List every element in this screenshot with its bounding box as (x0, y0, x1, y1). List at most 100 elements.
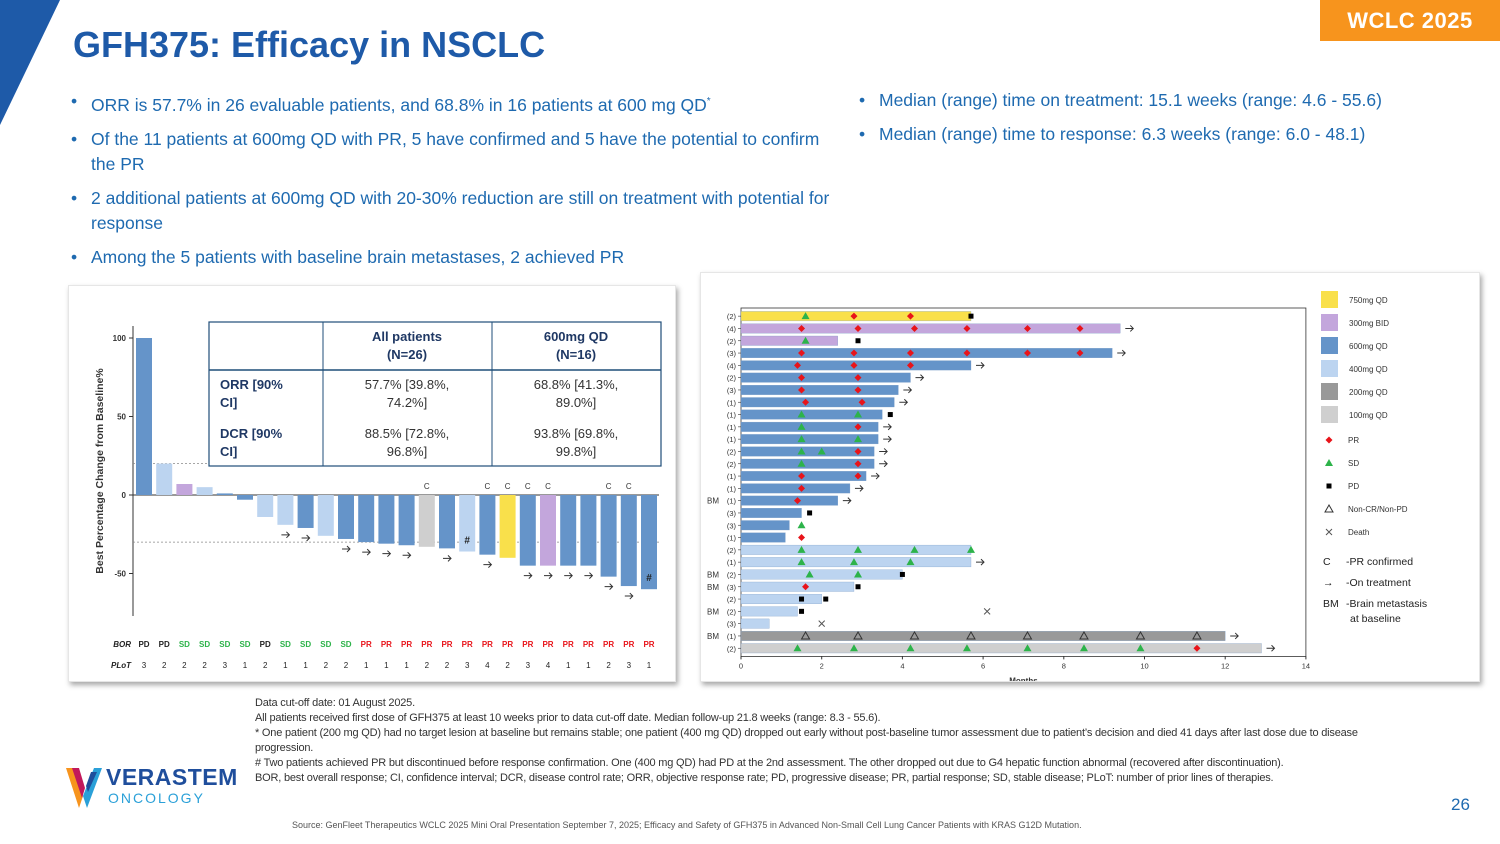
waterfall-bar (499, 495, 516, 558)
swimmer-bar (740, 606, 798, 617)
dose-legend-label: 600mg QD (1349, 342, 1388, 351)
lane-label: (3) (727, 349, 737, 358)
lane-label: (1) (727, 534, 737, 543)
note-text: -Brain metastasis (1346, 598, 1427, 610)
waterfall-bar (398, 495, 415, 546)
legend-marker (1325, 436, 1333, 444)
plot-label: 1 (384, 661, 389, 670)
non-cr-marker (800, 630, 811, 640)
plot-label: 1 (566, 661, 571, 670)
pr-marker (1193, 644, 1201, 652)
sd-marker (854, 410, 863, 418)
bor-label: SD (300, 640, 311, 649)
legend-marker (1325, 528, 1333, 536)
bor-label: PD (260, 640, 271, 649)
pr-marker (798, 349, 806, 357)
pr-marker (854, 374, 862, 382)
waterfall-panel: 100 50 0 -50 Best Percentage Change from Bas… (68, 285, 676, 682)
pd-marker (855, 584, 861, 590)
y-tick-label: 0 (122, 491, 127, 500)
waterfall-bar (620, 495, 637, 587)
pr-marker (854, 386, 862, 394)
summary-table (208, 321, 662, 467)
logo-mark-icon (66, 768, 102, 808)
plot-label: 1 (364, 661, 369, 670)
bor-label: SD (320, 640, 331, 649)
non-cr-marker (1192, 630, 1202, 640)
pr-marker (854, 324, 862, 332)
waterfall-bar (297, 495, 314, 528)
plot-label: 3 (526, 661, 531, 670)
swimmer-bar (740, 372, 911, 383)
plot-label: 2 (344, 661, 349, 670)
pr-confirmed-mark: C (485, 482, 491, 491)
sd-marker (966, 545, 975, 553)
footnote-line: * One patient (200 mg QD) had no target … (255, 727, 1358, 754)
bullet-item: Median (range) time to response: 6.3 wee… (856, 122, 1476, 147)
table-header-cell: All patients (N=26) (372, 329, 442, 362)
bullet-text: Among the 5 patients with baseline brain… (91, 246, 625, 267)
plot-label: 4 (485, 661, 490, 670)
swimmer-panel: (2) (4) (2) (3) (4) (2) (3) (1) (1) (1) (1) (2) (2) (… (700, 272, 1480, 685)
plot-label: 3 (142, 661, 147, 670)
lane-label: (2) (727, 595, 737, 604)
lane-label: (2) (727, 447, 737, 456)
bor-label: SD (219, 640, 230, 649)
lane-label: (2) (727, 644, 737, 653)
pr-marker (1076, 324, 1084, 332)
plot-label: 1 (303, 661, 308, 670)
waterfall-bar (136, 338, 152, 495)
on-treatment-arrow (879, 448, 888, 455)
pr-confirmed-mark: C (424, 482, 430, 491)
plot-label: 2 (162, 661, 167, 670)
waterfall-bar (439, 495, 455, 549)
dose-legend-label: 200mg QD (1349, 388, 1388, 397)
sd-marker (817, 447, 826, 455)
sd-marker (797, 521, 806, 529)
corner-accent (0, 0, 60, 125)
pr-confirmed-mark: C (545, 482, 551, 491)
on-treatment-arrow (883, 435, 892, 443)
pr-marker (911, 324, 919, 332)
page-number: 26 (1451, 795, 1470, 814)
sd-marker (1023, 644, 1032, 652)
plot-label: 3 (627, 661, 632, 670)
note-symbol: C (1323, 556, 1331, 568)
dose-legend-label: 400mg QD (1349, 365, 1388, 374)
swimmer-bar (740, 618, 770, 629)
bor-label: PR (361, 640, 372, 649)
non-cr-marker (1079, 630, 1089, 640)
swimmer-bar (740, 458, 875, 469)
pr-confirmed-mark: C (525, 482, 531, 491)
lane-label: (1) (727, 435, 737, 444)
swimmer-bar (740, 532, 786, 543)
note-text: -PR confirmed (1346, 556, 1413, 568)
plot-label: 3 (465, 661, 470, 670)
lane-label: (2) (727, 374, 737, 383)
pr-marker (798, 386, 806, 394)
pr-marker (802, 583, 810, 591)
legend-marker (1326, 483, 1332, 489)
pr-marker (906, 349, 914, 357)
bullet-item: Of the 11 patients at 600mg QD with PR, … (68, 127, 838, 177)
bor-label: PR (563, 640, 574, 649)
bm-label: BM (707, 632, 719, 641)
pr-marker (1076, 349, 1084, 357)
dose-legend-swatch (1321, 337, 1338, 354)
waterfall-bar (560, 495, 577, 566)
on-treatment-arrow (362, 548, 371, 556)
pr-marker (850, 349, 858, 357)
footnote-line: # Two patients achieved PR but discontin… (255, 757, 1284, 769)
bor-label: PR (542, 640, 553, 649)
on-treatment-arrow (604, 583, 614, 590)
sd-marker (1079, 644, 1088, 652)
waterfall-bar (277, 495, 294, 525)
bor-label: SD (280, 640, 291, 649)
waterfall-bar (600, 495, 617, 577)
conference-badge: WCLC 2025 (1320, 0, 1500, 41)
right-bullet-list: Median (range) time on treatment: 15.1 w… (856, 88, 1476, 156)
pr-marker (850, 312, 858, 320)
on-treatment-arrow (523, 572, 533, 580)
on-treatment-arrow (382, 550, 392, 558)
logo-sub: ONCOLOGY (108, 790, 205, 806)
